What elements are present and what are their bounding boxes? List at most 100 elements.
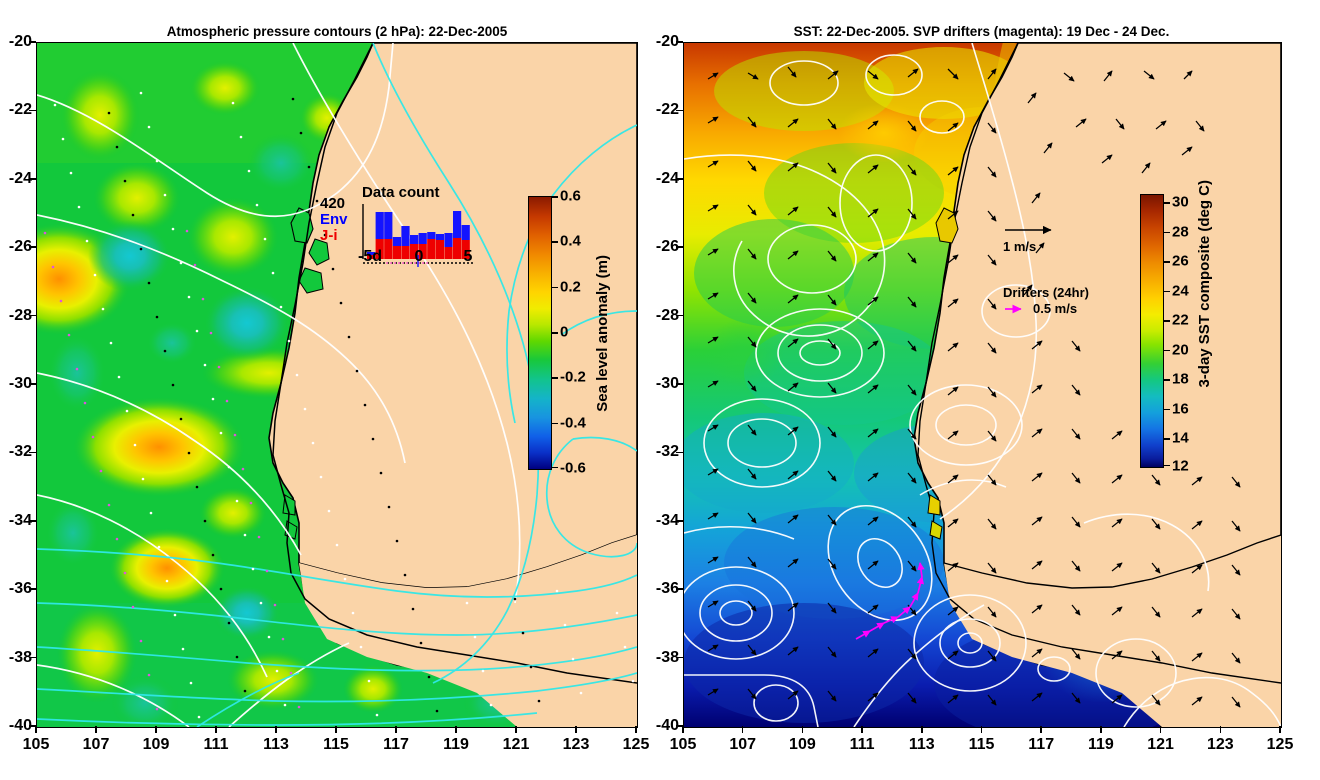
axis-tick-mark [215,726,217,733]
axis-tick-mark [29,178,36,180]
right-xtick-10: 125 [1266,736,1294,753]
left-xtick-2: 109 [142,736,170,753]
cb-right-tick-7: 16 [1172,400,1189,417]
left-ytick-6: -32 [8,443,32,461]
satellite-label-env: Env [320,211,348,228]
left-ytick-0: -20 [8,33,32,50]
cb-left-tick-3: 0 [560,323,569,341]
axis-tick-mark [29,314,36,317]
left-xtick-1: 107 [82,736,110,753]
axis-tick-mark [29,41,36,43]
satellite-label-ji: J-i [320,227,338,244]
left-ytick-8: -36 [8,580,32,598]
velocity-scale-legend: 1 m/s [1003,222,1153,254]
cb-left-tick-2: 0.2 [560,278,581,296]
axis-tick-mark [455,726,457,733]
data-count-bars [367,211,470,259]
axis-tick-mark [676,383,683,385]
svp-drifter-tracks [855,561,925,640]
cb-right-tick-6: 18 [1172,370,1189,388]
left-xtick-6: 117 [383,736,409,753]
sst-colorbar[interactable] [1140,194,1164,468]
left-ytick-7: -34 [8,511,32,529]
drifter-legend-label: 0.5 m/s [1033,301,1078,316]
axis-tick-mark [861,726,863,733]
right-ytick-4: -28 [655,306,679,324]
velocity-vectors [707,66,1241,708]
left-xtick-10: 125 [622,736,650,753]
axis-tick-mark [676,451,683,454]
axis-tick-mark [980,726,983,733]
axis-tick-mark [29,725,36,727]
right-xtick-9: 123 [1206,736,1234,753]
right-xtick-1: 107 [729,736,757,753]
sea-level-anomaly-colorbar[interactable] [528,196,552,470]
left-xtick-0: 105 [22,736,50,753]
left-panel-title-line1: Atmospheric pressure contours (2 hPa): 2… [166,24,508,39]
axis-tick-mark [575,726,577,733]
cb-right-tick-4: 22 [1172,311,1189,329]
left-ytick-1: -22 [8,101,32,119]
axis-tick-mark [95,726,97,733]
axis-tick-mark [29,588,36,590]
cb-left-tick-0: 0.6 [560,187,581,205]
sea-level-colorbar-label: Sea level anomaly (m) [594,255,611,412]
satellite-label-420: 420 [320,195,346,212]
right-ytick-5: -30 [655,375,679,392]
cb-left-tick-6: -0.6 [560,459,586,477]
inset-xtick-2: 5 [463,248,473,265]
cb-left-tick-5: -0.4 [560,414,586,432]
altimeter-track-points [43,91,635,719]
data-count-title: Data count [362,184,440,201]
cb-right-tick-1: 28 [1172,223,1189,240]
axis-tick-mark [1279,726,1281,733]
axis-tick-mark [29,246,36,248]
data-count-inset: Data count [358,184,478,268]
right-xtick-5: 115 [968,736,995,753]
right-ytick-1: -22 [655,101,679,119]
sst-map[interactable] [683,42,1282,728]
axis-tick-mark [29,656,36,659]
right-xtick-6: 117 [1028,736,1055,753]
cb-right-tick-5: 20 [1172,341,1189,358]
drifter-arrow-icon [1005,304,1022,313]
axis-tick-mark [676,41,683,43]
cb-right-tick-2: 26 [1172,252,1189,270]
axis-tick-mark [1100,726,1102,733]
sst-colorbar-label: 3-day SST composite (deg C) [1196,180,1213,388]
left-ytick-4: -28 [8,306,32,324]
left-ytick-3: -26 [8,238,32,256]
left-xtick-4: 113 [263,736,289,753]
axis-tick-mark [676,178,683,180]
right-ytick-3: -26 [655,238,679,256]
cb-right-tick-8: 14 [1172,429,1189,447]
right-xtick-2: 109 [789,736,816,753]
cb-right-tick-0: 30 [1172,193,1189,211]
drifter-legend-title: Drifters (24hr) [1003,285,1089,300]
cb-left-tick-4: -0.2 [560,368,586,386]
left-xtick-7: 119 [443,736,469,753]
axis-tick-mark [275,726,277,733]
right-ytick-0: -20 [655,33,679,50]
left-xtick-9: 123 [562,736,590,753]
axis-tick-mark [676,246,683,248]
right-ytick-6: -32 [655,443,679,461]
right-ytick-10: -40 [655,717,679,734]
velocity-scale-label: 1 m/s [1003,239,1037,254]
axis-tick-mark [29,451,36,454]
left-xtick-3: 111 [203,736,229,753]
right-xtick-8: 121 [1147,736,1174,753]
sst-colorbar-ticks: 30 28 26 24 22 20 18 16 14 12 [1164,193,1224,475]
axis-tick-mark [29,383,36,385]
right-ytick-2: -24 [655,169,679,187]
axis-tick-mark [676,588,683,590]
axis-tick-mark [1159,726,1162,733]
cb-left-tick-1: 0.4 [560,232,581,250]
right-panel-title-line1: SST: 22-Dec-2005. SVP drifters (magenta)… [793,24,1170,39]
left-ytick-2: -24 [8,169,32,187]
axis-tick-mark [676,725,683,727]
right-xtick-3: 111 [849,736,875,753]
left-xtick-5: 115 [323,736,349,753]
left-xtick-8: 121 [502,736,530,753]
axis-tick-mark [155,726,157,733]
